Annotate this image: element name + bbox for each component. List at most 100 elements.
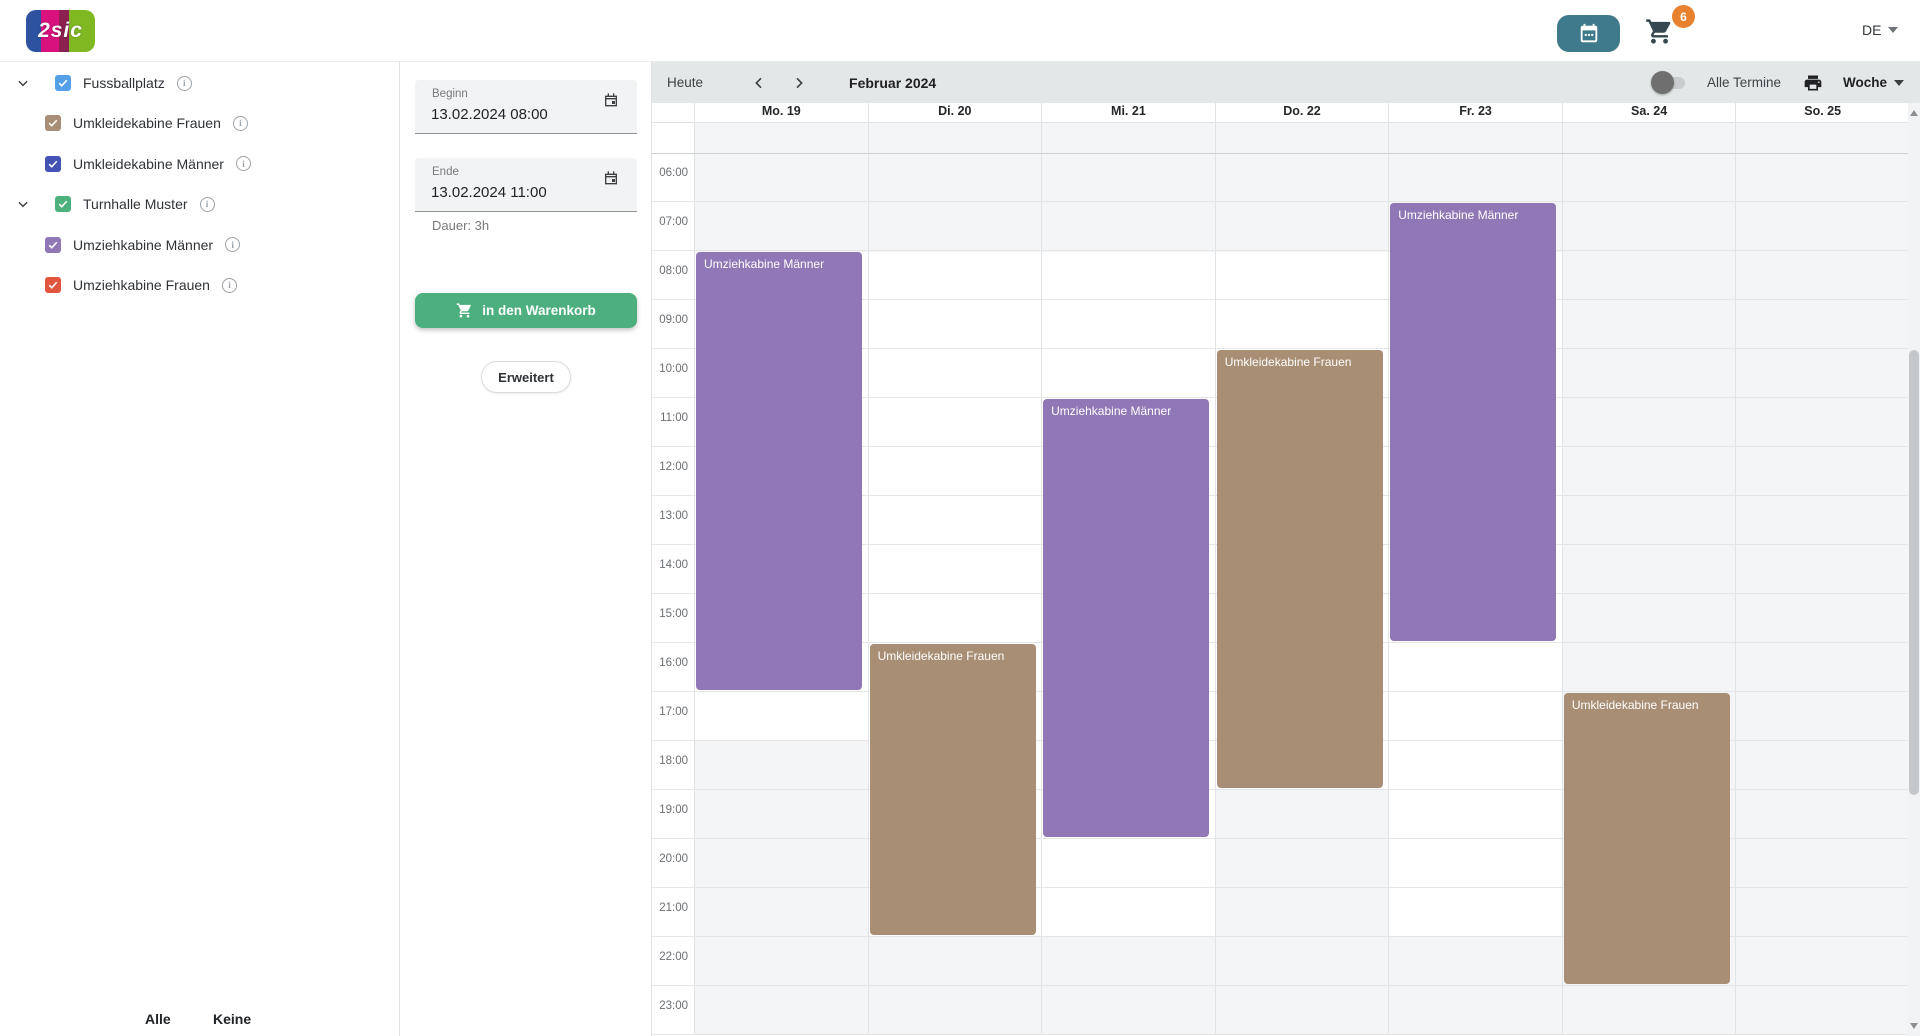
language-selector[interactable]: DE <box>1862 22 1899 38</box>
today-button[interactable]: Heute <box>667 75 704 90</box>
time-label: 12:00 <box>659 461 688 473</box>
resource-checkbox[interactable] <box>45 155 61 172</box>
cart-count-badge: 6 <box>1672 5 1695 28</box>
time-label: 16:00 <box>659 657 688 669</box>
chevron-down-icon <box>1888 27 1899 33</box>
time-label: 07:00 <box>659 216 688 228</box>
tree-row: Umziehkabine Frauen i <box>0 265 398 305</box>
resource-label: Umziehkabine Frauen <box>73 277 210 293</box>
next-week-button[interactable] <box>791 75 807 91</box>
day-column: So. 25 <box>1735 103 1908 1035</box>
month-label: Februar 2024 <box>849 74 937 91</box>
scroll-up-arrow[interactable] <box>1910 110 1918 116</box>
tree-row: Umkleidekabine Frauen i <box>0 103 398 143</box>
begin-value: 13.02.2024 08:00 <box>431 106 548 123</box>
day-cells[interactable] <box>1736 122 1908 1035</box>
allday-divider <box>652 153 1908 154</box>
event-title: Umkleidekabine Frauen <box>877 649 1005 663</box>
day-header: Do. 22 <box>1215 103 1389 122</box>
all-appointments-label: Alle Termine <box>1706 75 1781 90</box>
tree-row: Umziehkabine Männer i <box>0 225 398 265</box>
booking-form-panel: Beginn 13.02.2024 08:00 Ende 13.02.2024 … <box>400 62 651 1036</box>
tree-row: Umkleidekabine Männer i <box>0 144 398 184</box>
chevron-down-icon[interactable] <box>16 76 30 90</box>
info-icon[interactable]: i <box>221 277 237 293</box>
time-label: 18:00 <box>659 755 688 767</box>
time-label: 11:00 <box>660 412 688 424</box>
calendar-event[interactable]: Umkleidekabine Frauen <box>1563 693 1730 984</box>
advanced-button[interactable]: Erweitert <box>481 361 571 393</box>
app-logo[interactable]: 2sic <box>26 10 95 52</box>
time-label: 23:00 <box>659 1000 688 1012</box>
day-header: Sa. 24 <box>1562 103 1736 122</box>
resource-label: Umkleidekabine Männer <box>73 155 224 172</box>
info-icon[interactable]: i <box>235 156 251 172</box>
event-title: Umziehkabine Männer <box>704 257 825 271</box>
resource-label: Fussballplatz <box>83 75 165 91</box>
day-header: Mi. 21 <box>1042 103 1215 122</box>
event-title: Umziehkabine Männer <box>1398 208 1519 222</box>
week-calendar-grid: Mo. 19 Di. 20 Mi. 21 Do. 22 Fr. 23 Sa. 24 So. … <box>651 103 1908 1036</box>
calendar-picker-icon[interactable] <box>603 92 619 108</box>
cart-button[interactable]: 6 <box>1645 5 1695 53</box>
time-label: 22:00 <box>659 951 688 963</box>
resource-label: Umziehkabine Männer <box>73 236 214 253</box>
all-appointments-toggle[interactable] <box>1650 70 1685 94</box>
calendar-toolbar: Heute Februar 2024 Alle Termine Woche <box>651 62 1920 103</box>
end-datetime-field[interactable]: Ende 13.02.2024 11:00 <box>415 158 637 212</box>
time-label: 15:00 <box>659 608 688 620</box>
tree-row: Fussballplatz i <box>0 63 398 103</box>
event-title: Umziehkabine Männer <box>1051 404 1172 418</box>
resource-checkbox[interactable] <box>45 115 61 132</box>
add-to-cart-label: in den Warenkorb <box>482 303 596 318</box>
toolbar-right-group: Alle Termine Woche <box>1650 62 1904 103</box>
calendar-event[interactable]: Umziehkabine Männer <box>1390 203 1557 641</box>
event-title: Umkleidekabine Frauen <box>1224 355 1352 369</box>
tree-row: Turnhalle Muster i <box>0 184 398 224</box>
time-label: 17:00 <box>659 706 688 718</box>
time-label: 20:00 <box>659 853 688 865</box>
previous-week-button[interactable] <box>751 75 767 91</box>
resource-checkbox[interactable] <box>55 196 71 213</box>
view-selector[interactable]: Woche <box>1843 75 1904 90</box>
time-label: 19:00 <box>659 804 688 816</box>
day-header: So. 25 <box>1736 103 1908 122</box>
time-label: 09:00 <box>659 314 688 326</box>
cart-icon <box>456 302 473 319</box>
info-icon[interactable]: i <box>199 196 215 212</box>
print-button[interactable] <box>1803 73 1823 93</box>
time-label: 10:00 <box>659 363 688 375</box>
calendar-event[interactable]: Umkleidekabine Frauen <box>1216 350 1383 788</box>
info-icon[interactable]: i <box>176 75 192 91</box>
scrollbar-thumb[interactable] <box>1909 350 1919 795</box>
logo-text: 2sic <box>38 19 83 42</box>
info-icon[interactable]: i <box>225 237 241 253</box>
end-label: Ende <box>432 166 459 178</box>
time-label: 08:00 <box>659 265 688 277</box>
vertical-scrollbar[interactable] <box>1908 103 1920 1036</box>
chevron-down-icon[interactable] <box>16 197 30 211</box>
select-none-button[interactable]: Keine <box>213 1011 252 1027</box>
calendar-event[interactable]: Umkleidekabine Frauen <box>869 644 1036 935</box>
info-icon[interactable]: i <box>232 115 248 131</box>
header-divider <box>652 122 1908 123</box>
scroll-down-arrow[interactable] <box>1910 1023 1918 1029</box>
print-icon <box>1804 75 1822 90</box>
resource-checkbox[interactable] <box>45 277 61 293</box>
resource-label: Turnhalle Muster <box>83 196 188 213</box>
calendar-picker-icon[interactable] <box>603 170 619 186</box>
time-label: 21:00 <box>659 902 688 914</box>
event-title: Umkleidekabine Frauen <box>1571 698 1699 712</box>
calendar-event[interactable]: Umziehkabine Männer <box>696 252 862 690</box>
end-value: 13.02.2024 11:00 <box>431 184 547 201</box>
view-label: Woche <box>1842 75 1887 90</box>
duration-label: Dauer: 3h <box>432 218 490 233</box>
calendar-event[interactable]: Umziehkabine Männer <box>1043 399 1210 837</box>
select-all-button[interactable]: Alle <box>145 1011 171 1027</box>
resource-checkbox[interactable] <box>45 236 61 253</box>
time-label: 06:00 <box>659 167 688 179</box>
add-to-cart-button[interactable]: in den Warenkorb <box>415 293 637 328</box>
resource-checkbox[interactable] <box>55 75 71 91</box>
begin-datetime-field[interactable]: Beginn 13.02.2024 08:00 <box>415 80 637 134</box>
calendar-view-button[interactable] <box>1557 15 1620 52</box>
